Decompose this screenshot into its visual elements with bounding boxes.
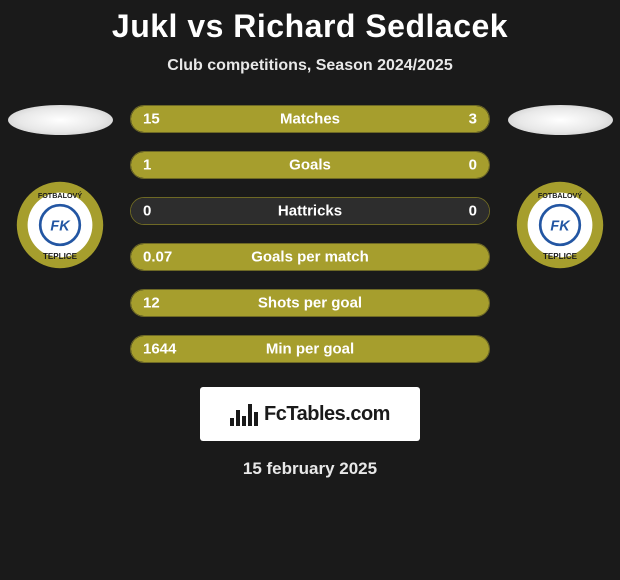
svg-text:FOTBALOVÝ: FOTBALOVÝ xyxy=(38,191,83,200)
stat-value-left: 1 xyxy=(143,157,151,174)
stat-row: 12 Shots per goal xyxy=(130,289,490,317)
stat-label: Goals xyxy=(289,157,331,174)
player-avatar-placeholder xyxy=(8,105,113,135)
stat-label: Matches xyxy=(280,111,340,128)
svg-text:FOTBALOVÝ: FOTBALOVÝ xyxy=(538,191,583,200)
stat-value-left: 12 xyxy=(143,295,160,312)
stat-row: 15 3 Matches xyxy=(130,105,490,133)
stat-row: 0 0 Hattricks xyxy=(130,197,490,225)
svg-text:FK: FK xyxy=(550,218,571,234)
brand-chart-icon xyxy=(230,402,258,426)
stat-value-right: 0 xyxy=(469,203,477,220)
stat-value-left: 0.07 xyxy=(143,249,172,266)
snapshot-date: 15 february 2025 xyxy=(0,459,620,479)
stat-label: Shots per goal xyxy=(258,295,362,312)
stat-value-right: 0 xyxy=(469,157,477,174)
stat-value-left: 1644 xyxy=(143,341,176,358)
comparison-subtitle: Club competitions, Season 2024/2025 xyxy=(0,57,620,75)
club-logo-right: FOTBALOVÝ TEPLICE FK xyxy=(515,180,605,270)
brand-badge: FcTables.com xyxy=(200,387,420,441)
club-logo-left: FOTBALOVÝ TEPLICE FK xyxy=(15,180,105,270)
player-avatar-placeholder xyxy=(508,105,613,135)
brand-text: FcTables.com xyxy=(264,403,390,426)
stat-row: 1644 Min per goal xyxy=(130,335,490,363)
stat-label: Hattricks xyxy=(278,203,342,220)
comparison-content: FOTBALOVÝ TEPLICE FK FOTBALOVÝ TEPLICE F… xyxy=(0,105,620,363)
stat-fill-right xyxy=(429,106,489,132)
right-player-column: FOTBALOVÝ TEPLICE FK xyxy=(500,105,620,270)
svg-text:TEPLICE: TEPLICE xyxy=(43,252,78,261)
stat-label: Goals per match xyxy=(251,249,369,266)
stat-value-right: 3 xyxy=(469,111,477,128)
stat-bars: 15 3 Matches 1 0 Goals 0 0 Hattricks 0.07 Goals pe… xyxy=(130,105,490,363)
svg-text:TEPLICE: TEPLICE xyxy=(543,252,578,261)
stat-row: 1 0 Goals xyxy=(130,151,490,179)
stat-value-left: 15 xyxy=(143,111,160,128)
svg-text:FK: FK xyxy=(50,218,71,234)
left-player-column: FOTBALOVÝ TEPLICE FK xyxy=(0,105,120,270)
stat-label: Min per goal xyxy=(266,341,354,358)
comparison-title: Jukl vs Richard Sedlacek xyxy=(0,0,620,45)
stat-row: 0.07 Goals per match xyxy=(130,243,490,271)
stat-value-left: 0 xyxy=(143,203,151,220)
